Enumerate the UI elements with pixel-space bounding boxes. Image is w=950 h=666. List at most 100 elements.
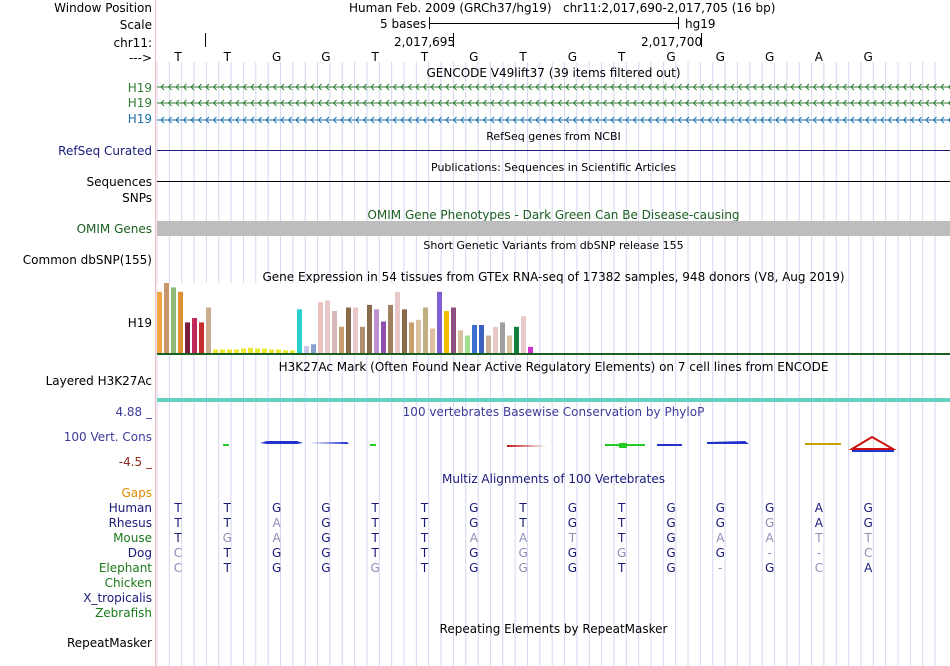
gtex-tissue-bar[interactable] (409, 322, 414, 353)
gtex-tissue-bar[interactable] (318, 302, 323, 354)
gtex-tissue-bar[interactable] (430, 328, 435, 354)
gtex-tissue-bar[interactable] (458, 330, 463, 354)
gtex-tissue-bar[interactable] (227, 349, 232, 354)
cons-plot[interactable] (157, 436, 950, 456)
gtex-tissue-bar[interactable] (269, 349, 274, 354)
species-label-rhesus[interactable]: Rhesus (108, 516, 152, 530)
gtex-tissue-bar[interactable] (157, 291, 162, 354)
gtex-tissue-bar[interactable] (178, 291, 183, 354)
multiz-title[interactable]: Multiz Alignments of 100 Vertebrates (441, 472, 666, 486)
species-label-dog[interactable]: Dog (127, 546, 152, 560)
species-label-human[interactable]: Human (108, 501, 152, 515)
gtex-tissue-bar[interactable] (164, 283, 169, 353)
gtex-tissue-bar[interactable] (353, 307, 358, 354)
gtex-tissue-bar[interactable] (213, 349, 218, 354)
gencode-item-label-1[interactable]: H19 (127, 81, 152, 95)
gtex-tissue-bar[interactable] (493, 326, 498, 354)
species-label-x_tropicalis[interactable]: X_tropicalis (83, 591, 152, 605)
gtex-tissue-bar[interactable] (451, 307, 456, 354)
strand-chevron (632, 83, 637, 91)
gtex-tissue-bar[interactable] (283, 350, 288, 353)
refseq-title[interactable]: RefSeq genes from NCBI (486, 130, 621, 143)
species-label-zebrafish[interactable]: Zebrafish (95, 606, 152, 620)
gtex-tissue-bar[interactable] (255, 348, 260, 353)
gtex-tissue-bar[interactable] (192, 318, 197, 353)
gtex-title[interactable]: Gene Expression in 54 tissues from GTEx … (262, 270, 845, 284)
species-label-elephant[interactable]: Elephant (98, 561, 152, 575)
gencode-title[interactable]: GENCODE V49lift37 (39 items filtered out… (426, 66, 681, 80)
gtex-tissue-bar[interactable] (332, 311, 337, 353)
h3k-signal[interactable] (157, 398, 950, 402)
species-label-mouse[interactable]: Mouse (113, 531, 152, 545)
snps-label[interactable]: SNPs (122, 191, 152, 205)
gtex-tissue-bar[interactable] (486, 335, 491, 354)
gtex-tissue-bar[interactable] (360, 326, 365, 354)
strand-chevron (707, 116, 712, 124)
omim-title[interactable]: OMIM Gene Phenotypes - Dark Green Can Be… (367, 208, 740, 222)
gtex-tissue-bar[interactable] (171, 287, 176, 353)
gtex-tissue-bar[interactable] (297, 309, 302, 354)
sequences-line[interactable] (157, 181, 950, 182)
assembly-title[interactable]: Human Feb. 2009 (GRCh37/hg19) chr11:2,01… (349, 1, 775, 15)
gtex-tissue-bar[interactable] (311, 344, 316, 354)
rmsk-label[interactable]: RepeatMasker (66, 636, 152, 650)
h3k-label[interactable]: Layered H3K27Ac (45, 374, 152, 388)
gtex-tissue-bar[interactable] (325, 300, 330, 354)
gtex-tissue-bar[interactable] (367, 304, 372, 353)
strand-chevron (317, 83, 322, 91)
gtex-tissue-bar[interactable] (521, 316, 526, 354)
omim-bar[interactable] (157, 221, 950, 236)
gtex-tissue-bar[interactable] (262, 348, 267, 353)
gtex-tissue-bar[interactable] (416, 319, 421, 354)
gtex-tissue-bar[interactable] (220, 349, 225, 354)
cons-label[interactable]: 100 Vert. Cons (63, 430, 152, 444)
gtex-tissue-bar[interactable] (479, 325, 484, 353)
cons-title[interactable]: 100 vertebrates Basewise Conservation by… (402, 405, 705, 419)
dbsnp-label[interactable]: Common dbSNP(155) (22, 253, 152, 267)
omim-label[interactable]: OMIM Genes (76, 222, 152, 236)
gencode-item-label-3[interactable]: H19 (127, 112, 152, 126)
pubs-title[interactable]: Publications: Sequences in Scientific Ar… (431, 161, 676, 174)
gaps-label[interactable]: Gaps (121, 486, 152, 500)
gtex-tissue-bar[interactable] (437, 291, 442, 354)
gtex-tissue-bar[interactable] (276, 349, 281, 354)
gtex-tissue-bar[interactable] (339, 326, 344, 354)
species-label-chicken[interactable]: Chicken (104, 576, 152, 590)
gtex-tissue-bar[interactable] (248, 347, 253, 354)
strand-chevron (880, 99, 885, 107)
gtex-tissue-bar[interactable] (206, 307, 211, 354)
gtex-tissue-bar[interactable] (388, 304, 393, 353)
refseq-label[interactable]: RefSeq Curated (58, 144, 152, 158)
gtex-tissue-bar[interactable] (234, 349, 239, 354)
gtex-tissue-bar[interactable] (185, 322, 190, 353)
gtex-tissue-bar[interactable] (402, 309, 407, 354)
sequences-label[interactable]: Sequences (86, 175, 152, 189)
aligned-base: T (174, 516, 182, 530)
gtex-tissue-bar[interactable] (241, 348, 246, 353)
gtex-tissue-bar[interactable] (444, 311, 449, 353)
gtex-gene-label[interactable]: H19 (127, 316, 152, 330)
gtex-tissue-bar[interactable] (465, 335, 470, 354)
gencode-transcripts[interactable] (157, 81, 950, 127)
gtex-tissue-bar[interactable] (507, 335, 512, 354)
strand-chevron (212, 99, 217, 107)
gtex-tissue-bar[interactable] (374, 309, 379, 354)
gtex-tissue-bar[interactable] (472, 325, 477, 353)
gencode-item-label-2[interactable]: H19 (127, 96, 152, 110)
dbsnp-title[interactable]: Short Genetic Variants from dbSNP releas… (423, 239, 684, 252)
rmsk-title[interactable]: Repeating Elements by RepeatMasker (439, 622, 668, 636)
gtex-barchart[interactable] (157, 283, 950, 357)
gtex-tissue-bar[interactable] (395, 291, 400, 354)
gtex-tissue-bar[interactable] (528, 346, 533, 353)
gtex-tissue-bar[interactable] (500, 322, 505, 353)
gtex-tissue-bar[interactable] (381, 321, 386, 354)
h3k-title[interactable]: H3K27Ac Mark (Often Found Near Active Re… (278, 360, 829, 374)
gtex-tissue-bar[interactable] (346, 307, 351, 354)
gtex-tissue-bar[interactable] (514, 326, 519, 354)
gtex-tissue-bar[interactable] (304, 346, 309, 353)
gtex-tissue-bar[interactable] (423, 307, 428, 354)
gtex-tissue-bar[interactable] (199, 322, 204, 353)
refseq-line[interactable] (157, 150, 950, 151)
aligned-base: G (764, 501, 775, 515)
gtex-tissue-bar[interactable] (290, 350, 295, 353)
